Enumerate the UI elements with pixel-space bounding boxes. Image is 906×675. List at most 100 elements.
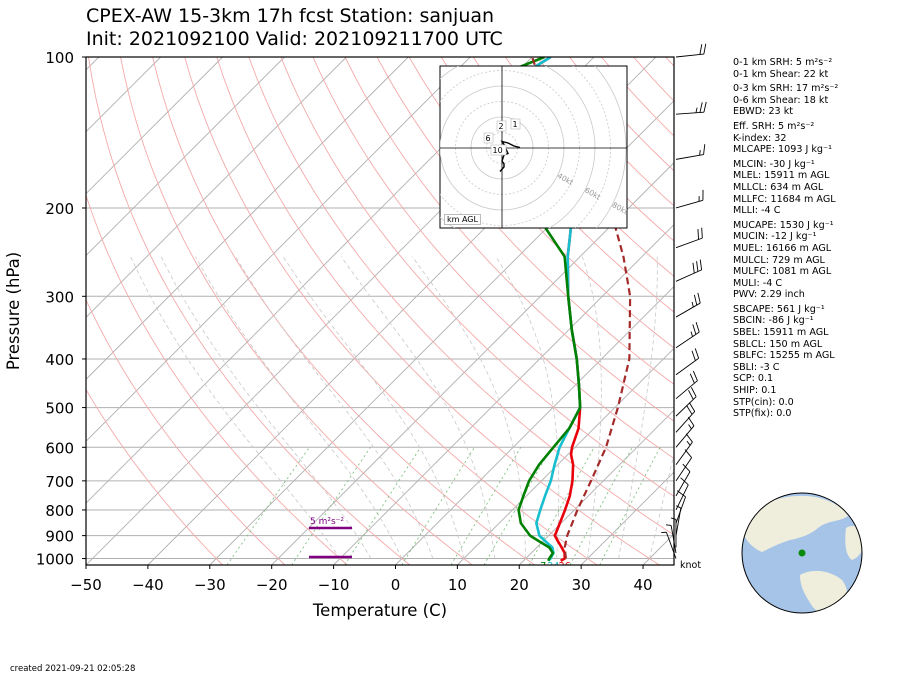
isotherm <box>86 57 347 319</box>
wind-barb <box>675 380 698 400</box>
y-tick-label: 600 <box>45 439 74 457</box>
wind-barb <box>675 53 704 58</box>
isotherm <box>209 100 674 565</box>
param-line: STP(cin): 0.0 <box>733 396 794 408</box>
mixing-ratio-line <box>291 447 371 565</box>
param-line: EBWD: 23 kt <box>733 106 794 118</box>
param-line: MUEL: 16166 m AGL <box>733 242 832 254</box>
wind-barb <box>675 457 693 482</box>
x-tick-label: −20 <box>256 576 288 594</box>
x-tick-label: 20 <box>510 576 529 594</box>
hodograph-label: km AGL <box>444 214 481 225</box>
param-line: MUCIN: -12 J kg⁻¹ <box>733 231 817 243</box>
chart-subtitle: Init: 2021092100 Valid: 202109211700 UTC <box>86 28 503 50</box>
wind-barb <box>675 331 700 349</box>
hodo-height-label: 10 <box>493 146 503 155</box>
param-line: STP(fix): 0.0 <box>733 408 792 420</box>
x-tick-label: 0 <box>391 576 401 594</box>
wind-barb <box>675 507 682 536</box>
param-line: MLEL: 15911 m AGL <box>733 170 830 182</box>
hodo-height-label: 1 <box>513 120 518 129</box>
isotherm <box>457 347 674 565</box>
moist-adiabat <box>282 256 465 559</box>
isotherm <box>86 57 285 257</box>
knot-label: knot <box>680 560 702 571</box>
param-line: PWV: 2.29 inch <box>733 289 805 301</box>
chart-title: CPEX-AW 15-3km 17h fcst Station: sanjuan <box>86 5 495 27</box>
x-tick-label: −10 <box>318 576 350 594</box>
moist-adiabat <box>340 256 496 559</box>
param-line: SHIP: 0.1 <box>733 385 777 397</box>
param-line: SCP: 0.1 <box>733 373 774 385</box>
parameter-list: 0-1 km SRH: 5 m²s⁻² 0-1 km Shear: 22 kt 0-… <box>733 57 838 420</box>
param-line: SBLCL: 150 m AGL <box>733 338 823 350</box>
wind-barb <box>675 411 696 433</box>
param-line: MLLI: -4 C <box>733 205 781 217</box>
isotherm <box>86 57 223 195</box>
wind-barbs <box>661 43 707 559</box>
wind-barb <box>670 525 677 554</box>
surface-value-label: 24 <box>547 561 559 572</box>
param-line: SBEL: 15911 m AGL <box>733 327 829 339</box>
param-line: MULCL: 729 m AGL <box>733 254 825 266</box>
dry-adiabat <box>376 57 674 385</box>
y-tick-label: 100 <box>45 49 74 67</box>
moist-adiabat <box>130 256 341 559</box>
param-line: MLCAPE: 1093 J kg⁻¹ <box>733 144 832 156</box>
dry-adiabat <box>216 57 660 565</box>
surface-value-label: 7 <box>540 561 546 572</box>
moist-adiabat <box>195 256 403 559</box>
y-tick-label: 400 <box>45 351 74 369</box>
mixing-ratio-line <box>401 447 475 565</box>
mixing-ratio-line <box>528 447 595 565</box>
isotherm <box>86 57 409 380</box>
dry-adiabat <box>184 57 598 565</box>
dry-adiabat <box>86 298 286 565</box>
param-line: MULI: -4 C <box>733 277 783 289</box>
moist-adiabat <box>581 256 602 559</box>
isotherm <box>395 285 674 565</box>
mixing-ratio-line <box>569 447 633 565</box>
x-tick-label: −50 <box>70 576 102 594</box>
srh-label: 5 m²s⁻² <box>310 517 344 527</box>
location-globe <box>741 492 863 614</box>
y-axis-label: Pressure (hPa) <box>4 252 23 370</box>
wind-barb <box>675 484 689 511</box>
dry-adiabat <box>280 57 674 497</box>
wind-barb <box>675 269 702 282</box>
dry-adiabat <box>86 388 223 565</box>
dry-adiabat <box>408 57 674 349</box>
dry-adiabat <box>344 57 674 422</box>
wind-barb <box>675 357 699 376</box>
wind-barb <box>675 396 697 417</box>
isotherm <box>580 471 674 565</box>
wind-barb <box>675 302 701 318</box>
dry-adiabat <box>152 57 535 565</box>
wind-barb <box>675 441 693 465</box>
moist-adiabat <box>235 256 434 559</box>
param-line: 0-3 km SRH: 17 m²s⁻² <box>733 83 839 95</box>
y-tick-label: 1000 <box>36 551 74 569</box>
x-tick-label: −40 <box>132 576 164 594</box>
moist-adiabat <box>160 256 372 559</box>
isotherm <box>86 57 162 133</box>
mixing-ratio-line <box>344 447 421 565</box>
station-marker <box>798 549 806 557</box>
x-tick-label: 30 <box>572 576 591 594</box>
x-tick-label: 40 <box>634 576 653 594</box>
isotherm <box>518 409 674 565</box>
param-line: SBCAPE: 561 J kg⁻¹ <box>733 303 825 315</box>
mixing-ratio-line <box>226 447 310 565</box>
param-line: 0-1 km Shear: 22 kt <box>733 68 829 80</box>
dry-adiabat <box>86 193 348 565</box>
param-line: SBLFC: 15255 m AGL <box>733 350 835 362</box>
isotherm <box>333 223 674 565</box>
wind-barb <box>675 199 704 209</box>
moist-adiabat <box>618 256 658 559</box>
plot-frame <box>85 56 675 566</box>
dry-adiabat <box>88 57 411 565</box>
globe-land <box>742 495 848 552</box>
